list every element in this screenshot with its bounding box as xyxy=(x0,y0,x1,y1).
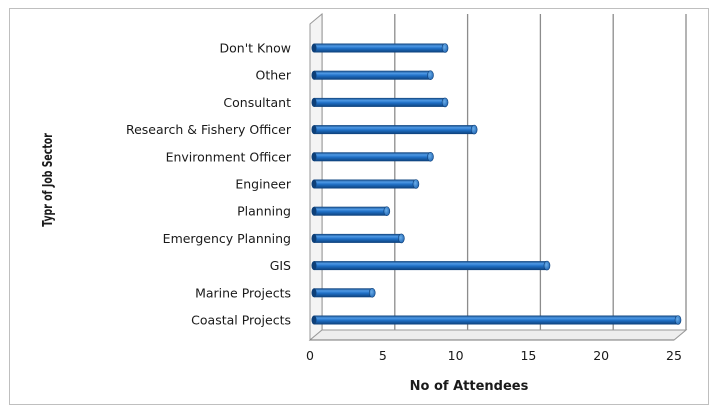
x-tick-label: 25 xyxy=(666,348,682,363)
x-tick-label: 20 xyxy=(593,348,609,363)
bar xyxy=(311,260,551,271)
bar-cap-end xyxy=(383,206,391,216)
bar-body xyxy=(314,315,678,325)
bar xyxy=(311,152,434,162)
bar-body xyxy=(314,288,373,298)
x-tick-label: 10 xyxy=(448,348,464,363)
bar-cap-end xyxy=(368,287,376,298)
bar-cap-start xyxy=(311,125,317,135)
bar-cap-end xyxy=(674,315,682,325)
category-labels: Don't Know Other Consultant Research & Fish… xyxy=(126,41,292,328)
bar xyxy=(311,43,449,53)
bar-cap-end xyxy=(427,152,434,162)
bar-body xyxy=(314,179,416,189)
x-tick-label: 0 xyxy=(306,348,314,363)
category-label: Research & Fishery Officer xyxy=(126,122,292,137)
bar-cap-start xyxy=(311,97,317,107)
bar-body xyxy=(314,70,431,80)
category-label: Engineer xyxy=(235,177,292,192)
bar xyxy=(311,124,478,135)
y-axis-title: Typr of Job Sector xyxy=(39,133,55,227)
bar-cap-start xyxy=(311,152,317,162)
bars xyxy=(311,43,682,325)
bar-cap-end xyxy=(427,70,434,80)
x-axis-title: No of Attendees xyxy=(410,379,529,394)
bar-body xyxy=(314,125,475,135)
bar-body xyxy=(314,97,446,107)
category-label: Environment Officer xyxy=(166,149,292,164)
bar-cap-start xyxy=(311,288,317,298)
bar xyxy=(311,70,434,80)
floor xyxy=(308,329,688,341)
bar-cap-end xyxy=(441,43,449,53)
bar-cap-start xyxy=(311,261,317,271)
category-label: Other xyxy=(256,68,292,83)
axis-wall xyxy=(308,12,688,342)
bar xyxy=(311,233,405,244)
category-label: Don't Know xyxy=(220,41,292,56)
category-label: Marine Projects xyxy=(195,285,291,300)
bar-cap-start xyxy=(311,233,317,243)
bar-body xyxy=(314,152,431,162)
bar-cap-start xyxy=(311,206,317,216)
bar xyxy=(311,179,420,189)
bar-cap-end xyxy=(398,233,405,244)
x-tick-label: 15 xyxy=(520,348,536,363)
bar-cap-start xyxy=(311,43,317,53)
bar xyxy=(311,97,449,108)
category-label: GIS xyxy=(270,258,291,273)
category-label: Emergency Planning xyxy=(163,231,291,246)
bar-cap-start xyxy=(311,315,317,325)
bar-cap-start xyxy=(311,70,317,80)
bar xyxy=(311,315,682,325)
x-tick-labels: 0 5 10 15 20 25 xyxy=(306,348,682,363)
category-label: Coastal Projects xyxy=(191,313,291,328)
bar xyxy=(311,206,391,216)
bar-cap-end xyxy=(412,179,420,189)
bar-cap-end xyxy=(543,260,551,271)
bar-body xyxy=(314,43,446,53)
category-label: Planning xyxy=(237,204,291,219)
bar-cap-end xyxy=(441,97,449,108)
category-label: Consultant xyxy=(223,95,291,110)
bar xyxy=(311,287,376,298)
bar-cap-end xyxy=(470,124,478,135)
bar-body xyxy=(314,233,402,243)
x-tick-label: 5 xyxy=(379,348,387,363)
bar-body xyxy=(314,206,387,216)
bar-body xyxy=(314,261,547,271)
bar-cap-start xyxy=(311,179,317,189)
